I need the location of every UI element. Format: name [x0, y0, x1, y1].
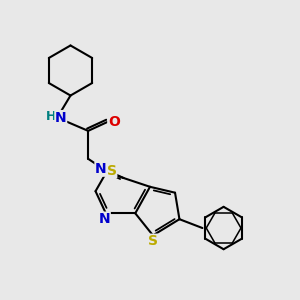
- Text: O: O: [108, 115, 120, 129]
- Text: S: S: [107, 164, 117, 178]
- Text: S: S: [148, 234, 158, 248]
- Text: N: N: [55, 111, 67, 124]
- Text: N: N: [98, 212, 110, 226]
- Text: H: H: [46, 110, 56, 123]
- Text: N: N: [95, 162, 106, 176]
